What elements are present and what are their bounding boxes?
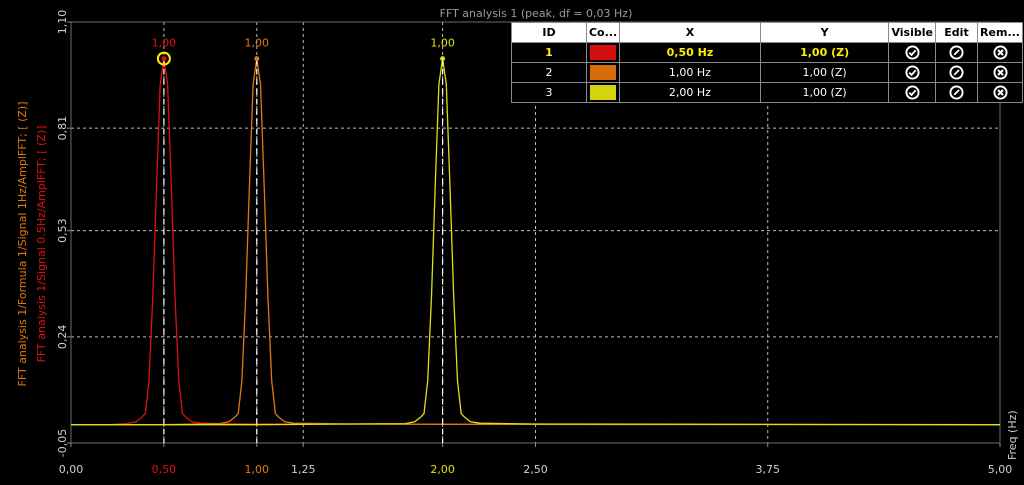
remove-button[interactable]: [977, 62, 1023, 83]
cursor-color-swatch[interactable]: [585, 82, 621, 103]
peak-label-1: 1,00: [152, 37, 177, 50]
cursor-id: 1: [511, 42, 587, 63]
peak-label-2: 1,00: [245, 37, 270, 50]
pencil-icon[interactable]: [949, 65, 964, 80]
cursor-id: 2: [511, 62, 587, 83]
visible-toggle[interactable]: [888, 62, 936, 83]
edit-button[interactable]: [934, 62, 979, 83]
visible-toggle[interactable]: [888, 82, 936, 103]
color-swatch[interactable]: [590, 85, 617, 100]
cursor-table-header: ID Co... X Y Visible Edit Rem...: [511, 22, 1023, 43]
x-tick-label: 1,00: [245, 463, 270, 476]
x-tick-label: 5,00: [988, 463, 1013, 476]
plot-axes: 0,00 0,50 1,00 1,25 2,00 2,50 3,75 5,00 -0,05 0,2…: [56, 10, 1012, 476]
cursor-x-value: 1,00 Hz: [619, 62, 761, 83]
check-circle-icon[interactable]: [905, 65, 920, 80]
close-circle-icon[interactable]: [992, 45, 1008, 60]
y-tick-label: 0,24: [56, 325, 69, 350]
peak-point-1[interactable]: [161, 56, 167, 62]
cursor-table: ID Co... X Y Visible Edit Rem... 1 0,50 H…: [511, 22, 1023, 103]
color-swatch[interactable]: [590, 65, 617, 80]
col-id-header[interactable]: ID: [511, 22, 587, 43]
y-tick-label: 0,53: [56, 218, 69, 243]
cursor-y-value: 1,00 (Z): [759, 82, 890, 103]
series-layer: [71, 58, 1001, 426]
peak-point-3[interactable]: [440, 56, 446, 62]
cursor-id: 3: [511, 82, 587, 103]
y-axis-label-red: FFT analysis 1/Signal 0.5Hz/AmplFFT; [ (…: [35, 126, 48, 363]
close-circle-icon[interactable]: [992, 65, 1008, 80]
pencil-icon[interactable]: [949, 85, 964, 100]
check-circle-icon[interactable]: [905, 45, 920, 60]
color-swatch[interactable]: [590, 45, 617, 60]
cursor-y-value: 1,00 (Z): [759, 62, 890, 83]
cursor-x-value: 0,50 Hz: [619, 42, 761, 63]
y-axis-label-orange: FFT analysis 1/Formula 1/Signal 1Hz/Ampl…: [16, 102, 29, 387]
col-edit-header[interactable]: Edit: [934, 22, 979, 43]
x-tick-label: 1,25: [291, 463, 316, 476]
remove-button[interactable]: [977, 42, 1023, 63]
peak-markers[interactable]: 1,00 1,00 1,00: [152, 37, 455, 443]
x-tick-label: 3,75: [756, 463, 781, 476]
col-color-header[interactable]: Co...: [585, 22, 621, 43]
x-tick-label: 0,50: [152, 463, 177, 476]
edit-button[interactable]: [934, 42, 979, 63]
series-2hz-line: [71, 58, 1001, 426]
remove-button[interactable]: [977, 82, 1023, 103]
col-visible-header[interactable]: Visible: [888, 22, 936, 43]
cursor-row-2[interactable]: 2 1,00 Hz 1,00 (Z): [511, 62, 1023, 83]
cursor-row-3[interactable]: 3 2,00 Hz 1,00 (Z): [511, 82, 1023, 103]
selected-cursor-ring[interactable]: [156, 51, 171, 66]
series-1hz-line: [71, 58, 1001, 426]
cursor-x-value: 2,00 Hz: [619, 82, 761, 103]
x-tick-label: 0,00: [59, 463, 84, 476]
cursor-color-swatch[interactable]: [585, 42, 621, 63]
col-remove-header[interactable]: Rem...: [977, 22, 1023, 43]
peak-label-3: 1,00: [430, 37, 455, 50]
check-circle-icon[interactable]: [905, 85, 920, 100]
x-tick-label: 2,50: [523, 463, 548, 476]
y-tick-label: 0,81: [56, 116, 69, 141]
col-y-header[interactable]: Y: [759, 22, 890, 43]
chart-title: FFT analysis 1 (peak, df = 0,03 Hz): [440, 7, 633, 20]
y-tick-label: 1,10: [56, 10, 69, 35]
peak-point-2[interactable]: [254, 56, 260, 62]
edit-button[interactable]: [934, 82, 979, 103]
visible-toggle[interactable]: [888, 42, 936, 63]
col-x-header[interactable]: X: [619, 22, 761, 43]
cursor-color-swatch[interactable]: [585, 62, 621, 83]
x-axis-label: Freq (Hz): [1006, 410, 1019, 460]
y-tick-label: -0,05: [56, 429, 69, 457]
close-circle-icon[interactable]: [992, 85, 1008, 100]
pencil-icon[interactable]: [949, 45, 964, 60]
cursor-y-value: 1,00 (Z): [759, 42, 890, 63]
x-tick-label: 2,00: [430, 463, 455, 476]
cursor-row-1[interactable]: 1 0,50 Hz 1,00 (Z): [511, 42, 1023, 63]
